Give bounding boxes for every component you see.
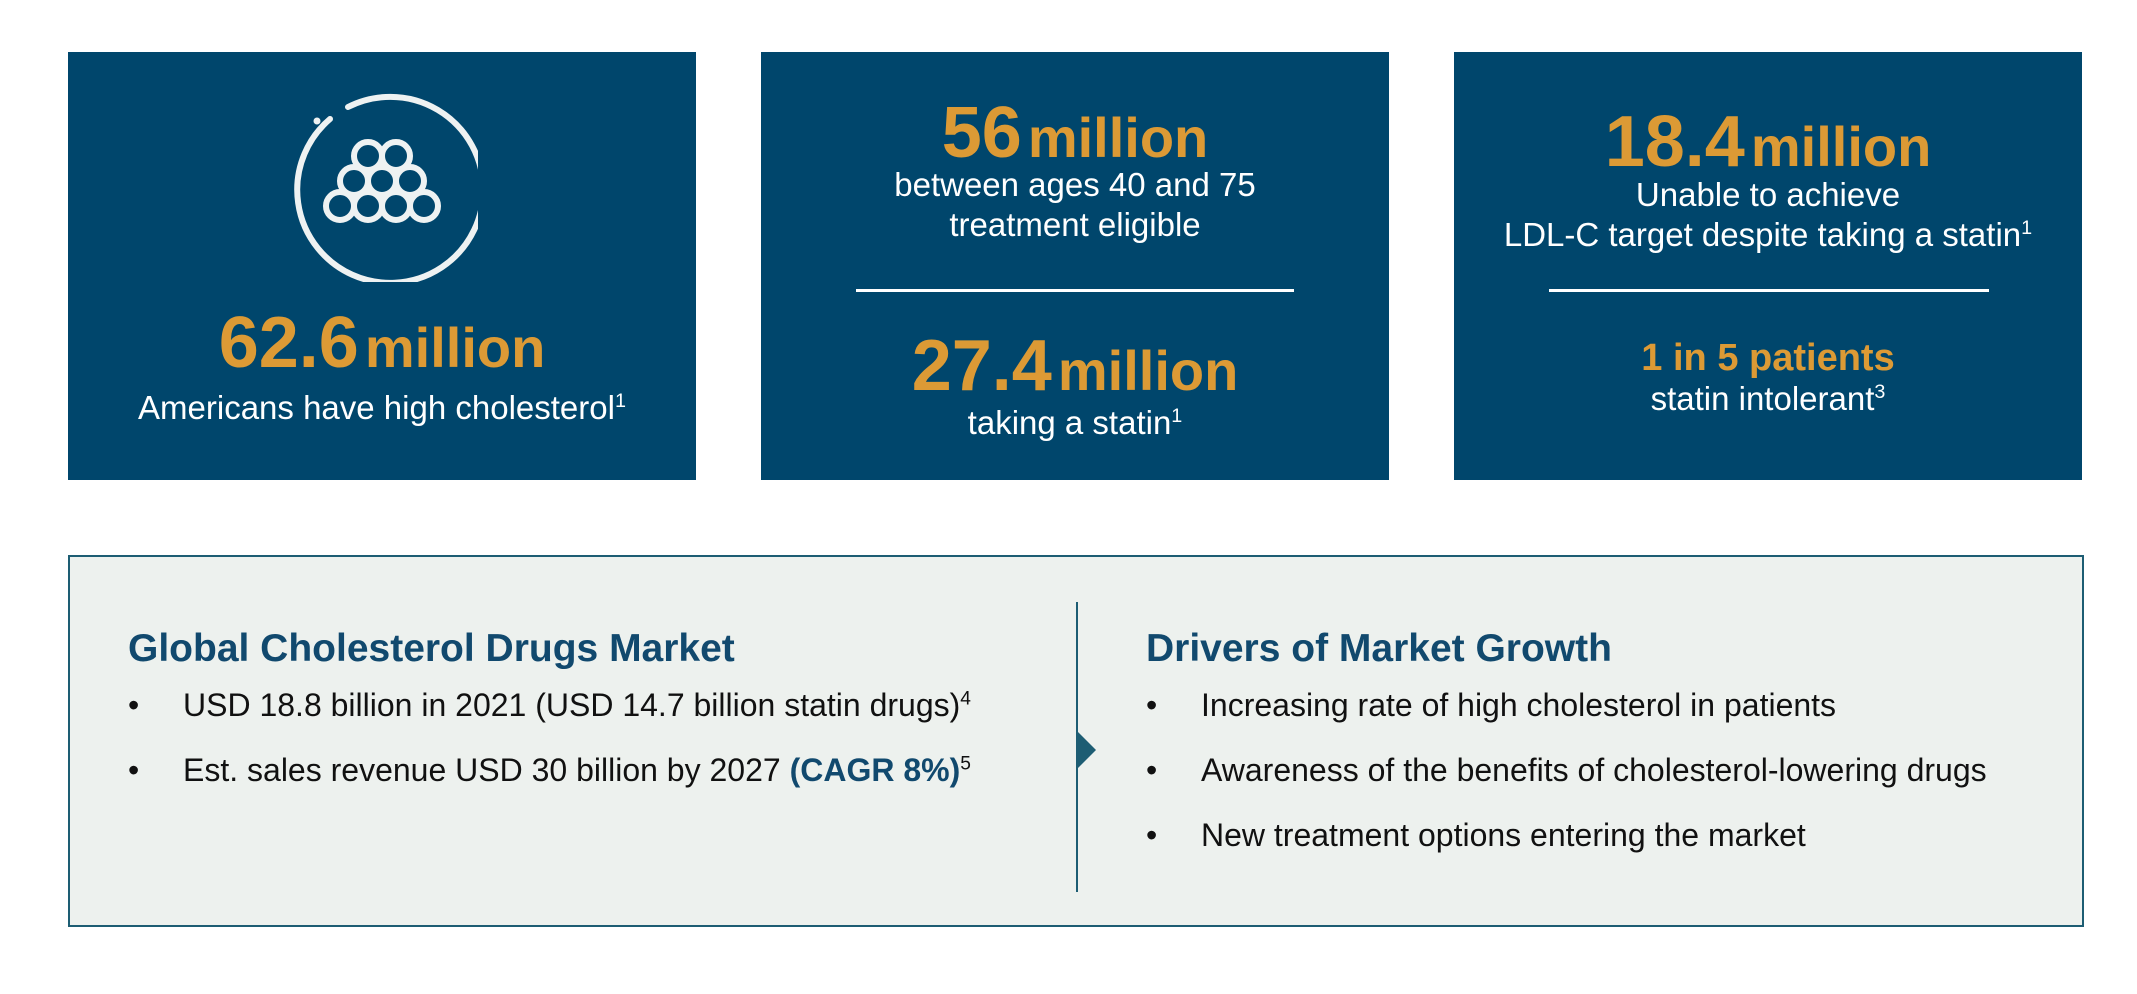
stat-description: taking a statin1 [761, 402, 1389, 443]
cagr-highlight: (CAGR 8%) [789, 752, 961, 788]
drivers-bullet-list: • Increasing rate of high cholesterol in… [1146, 685, 2066, 855]
market-size-column: Global Cholesterol Drugs Market • USD 18… [128, 627, 1048, 815]
stat-description-text: taking a statin [967, 404, 1172, 441]
stat-description-line: treatment eligible [949, 206, 1201, 243]
list-item: • USD 18.8 billion in 2021 (USD 14.7 bil… [128, 685, 1048, 725]
bullet-text: New treatment options entering the marke… [1201, 817, 1806, 853]
bullet-icon: • [1146, 687, 1158, 723]
stat-headline: 18.4 million [1454, 106, 2082, 178]
bullet-text: Est. sales revenue USD 30 billion by 202… [183, 752, 971, 788]
stat-description: statin intolerant3 [1454, 378, 2082, 419]
bullet-text: Awareness of the benefits of cholesterol… [1201, 752, 1987, 788]
footnote-ref: 4 [960, 688, 971, 710]
stat-headline: 27.4 million [761, 330, 1389, 402]
stat-number: 62.6 [218, 303, 359, 383]
stat-number: 18.4 [1604, 102, 1745, 182]
stat-highlight: 1 in 5 patients [1641, 337, 1895, 379]
arrow-right-icon [1078, 732, 1096, 768]
cholesterol-icon [294, 93, 478, 282]
bullet-text: USD 18.8 billion in 2021 (USD 14.7 billi… [183, 687, 971, 723]
market-heading: Global Cholesterol Drugs Market [128, 627, 735, 670]
footnote-ref: 3 [1874, 381, 1886, 403]
stat-card-high-cholesterol: 62.6 million Americans have high choleste… [68, 52, 696, 480]
list-item: • Est. sales revenue USD 30 billion by 2… [128, 750, 1048, 790]
panel-divider [1076, 602, 1078, 892]
bullet-icon: • [128, 687, 140, 723]
stat-card-treatment-eligible: 56 million between ages 40 and 75 treatme… [761, 52, 1389, 480]
stat-number: 27.4 [911, 326, 1052, 406]
market-panel: Global Cholesterol Drugs Market • USD 18… [68, 555, 2084, 927]
stat-description: Americans have high cholesterol1 [68, 387, 696, 428]
stat-description-text: LDL-C target despite taking a statin [1503, 216, 2022, 253]
card-divider [856, 289, 1294, 292]
bullet-text-body: USD 18.8 billion in 2021 (USD 14.7 billi… [183, 687, 961, 723]
stat-number: 56 [941, 93, 1022, 173]
list-item: • Increasing rate of high cholesterol in… [1146, 685, 2066, 725]
market-bullet-list: • USD 18.8 billion in 2021 (USD 14.7 bil… [128, 685, 1048, 790]
bullet-icon: • [1146, 817, 1158, 853]
stat-description-text: Americans have high cholesterol [138, 389, 615, 426]
footnote-ref: 1 [2021, 217, 2033, 239]
bullet-text: Increasing rate of high cholesterol in p… [1201, 687, 1837, 723]
stat-description-line: Unable to achieve [1635, 176, 1901, 213]
stat-headline: 56 million [761, 97, 1389, 169]
stat-unit: million [1750, 115, 1932, 178]
footnote-ref: 5 [960, 753, 971, 775]
footnote-ref: 1 [1171, 405, 1183, 427]
stat-description-line: LDL-C target despite taking a statin1 [1454, 214, 2082, 255]
bullet-icon: • [1146, 752, 1158, 788]
stat-card-ldl-target: 18.4 million Unable to achieve LDL-C targ… [1454, 52, 2082, 480]
card-divider [1549, 289, 1989, 292]
stat-description-text: statin intolerant [1650, 380, 1875, 417]
growth-drivers-column: Drivers of Market Growth • Increasing ra… [1146, 627, 2066, 880]
list-item: • New treatment options entering the mar… [1146, 815, 2066, 855]
stat-unit: million [364, 316, 546, 379]
bullet-icon: • [128, 752, 140, 788]
list-item: • Awareness of the benefits of cholester… [1146, 750, 2066, 790]
stat-unit: million [1057, 339, 1239, 402]
stat-headline: 62.6 million [68, 307, 696, 379]
stat-description-line: between ages 40 and 75 [894, 166, 1256, 203]
bullet-text-body: Est. sales revenue USD 30 billion by 202… [183, 752, 790, 788]
footnote-ref: 1 [614, 390, 626, 412]
stat-unit: million [1027, 106, 1209, 169]
drivers-heading: Drivers of Market Growth [1146, 627, 1612, 670]
